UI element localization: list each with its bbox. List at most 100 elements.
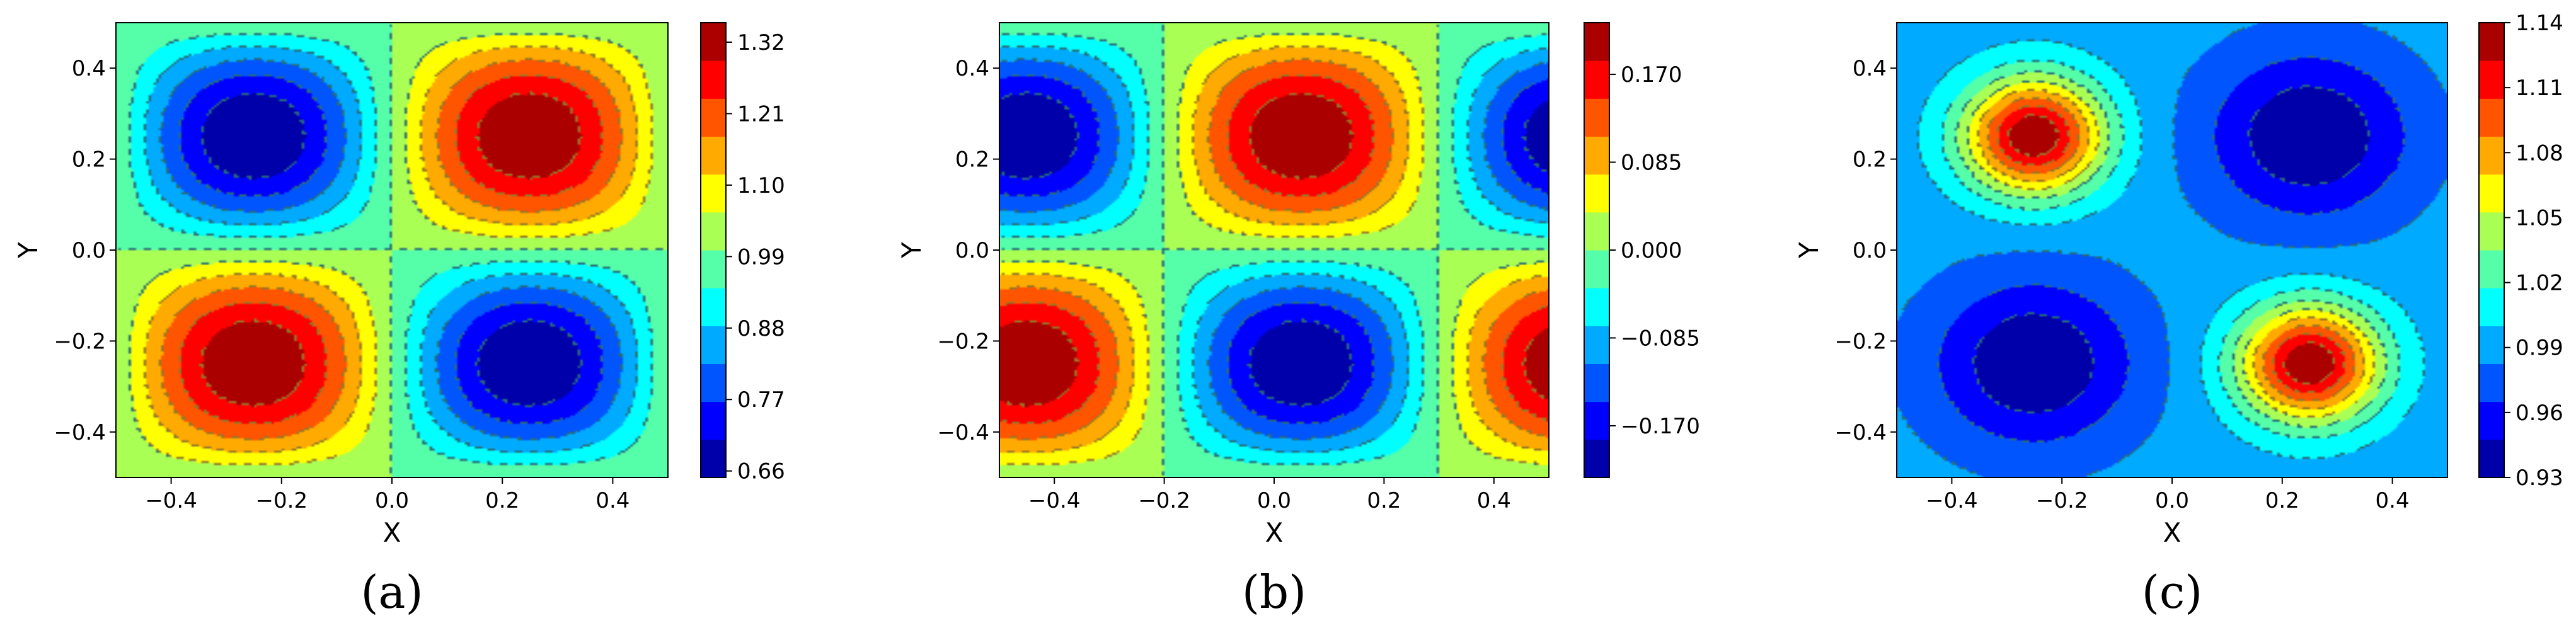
colorbar-level — [701, 98, 726, 137]
colorbar-tick-label: −0.170 — [1621, 414, 1700, 439]
y-tick-label: 0.2 — [955, 147, 989, 173]
y-tick-label: 0.4 — [1853, 56, 1887, 81]
panel-caption: (a) — [360, 566, 423, 619]
colorbar-tick-label: 0.085 — [1621, 151, 1682, 176]
panel-caption: (c) — [2142, 566, 2203, 619]
x-tick-label: 0.0 — [2155, 488, 2189, 513]
colorbar-level — [2479, 212, 2504, 251]
colorbar-level — [2479, 98, 2504, 137]
colorbar-level — [1584, 326, 1609, 364]
colorbar-frame — [700, 22, 727, 478]
colorbar-tick-label: −0.085 — [1621, 326, 1700, 351]
y-tick-label: 0.0 — [955, 238, 989, 263]
x-tick-label: 0.2 — [1367, 488, 1401, 513]
x-tick-label: 0.4 — [595, 488, 630, 513]
x-tick-label: 0.0 — [375, 488, 409, 513]
colorbar-tick-label: 1.11 — [2516, 76, 2563, 101]
y-tick-label: −0.2 — [54, 329, 106, 354]
x-tick-label: −0.4 — [1028, 488, 1081, 513]
y-tick-label: 0.0 — [1853, 238, 1887, 263]
x-tick-label: −0.4 — [1926, 488, 1978, 513]
contour-field — [1897, 23, 2447, 477]
y-tick-label: 0.4 — [955, 56, 989, 81]
colorbar-tick-label: 0.77 — [737, 387, 785, 413]
colorbar-tick-label: 0.99 — [2516, 336, 2563, 361]
colorbar-level — [701, 401, 726, 440]
colorbar-level — [2479, 363, 2504, 402]
colorbar-tick-label: 0.99 — [737, 244, 785, 270]
colorbar-level — [1584, 23, 1609, 61]
colorbar-level — [1584, 288, 1609, 326]
x-tick-label: 0.4 — [1477, 488, 1511, 513]
colorbar-level — [2479, 288, 2504, 326]
contour-field — [999, 23, 1549, 477]
colorbar-level — [701, 250, 726, 288]
colorbar-tick-label: 1.14 — [2516, 11, 2563, 36]
y-tick-label: 0.4 — [72, 56, 106, 81]
colorbar-tick-label: 0.93 — [2516, 465, 2563, 491]
colorbar-tick-label: 1.32 — [737, 30, 785, 55]
colorbar-level — [1584, 98, 1609, 137]
panel-c: −0.4 −0.2 0.0 0.2 0.4 0.4 0.2 0.0 −0.2 −0.4 X Y 1.14… — [1793, 11, 2563, 619]
colorbar-tick-label: 0.170 — [1621, 62, 1682, 88]
colorbar-level — [1584, 174, 1609, 213]
colorbar-level — [2479, 136, 2504, 175]
panel-b: −0.4 −0.2 0.0 0.2 0.4 0.4 0.2 0.0 −0.2 −0.4 X Y 0.17… — [896, 22, 1700, 619]
y-axis-label: Y — [1793, 242, 1824, 259]
x-tick-label: −0.2 — [1138, 488, 1190, 513]
colorbar-level — [2479, 439, 2504, 478]
colorbar-level — [701, 439, 726, 478]
y-tick-label: −0.4 — [937, 420, 989, 445]
y-tick-label: −0.2 — [937, 329, 989, 354]
colorbar-tick-label: 0.88 — [737, 316, 785, 341]
colorbar-tick-label: 1.21 — [737, 101, 785, 127]
colorbar-tick-label: 1.08 — [2516, 140, 2563, 166]
y-tick-label: −0.4 — [1834, 420, 1887, 445]
colorbar-level — [2479, 401, 2504, 440]
colorbar-level — [701, 174, 726, 213]
x-tick-label: −0.2 — [256, 488, 308, 513]
colorbar-tick-label: 0.000 — [1621, 238, 1682, 263]
colorbar-level — [2479, 174, 2504, 213]
colorbar-level — [1584, 60, 1609, 99]
x-axis-label: X — [2163, 517, 2182, 548]
y-axis-label: Y — [896, 242, 927, 259]
colorbar-level — [701, 288, 726, 326]
x-axis-label: X — [1265, 517, 1284, 548]
colorbar-level — [2479, 326, 2504, 364]
y-tick-label: −0.4 — [54, 420, 106, 445]
colorbar-level — [1584, 363, 1609, 402]
colorbar-level — [701, 326, 726, 364]
y-tick-label: −0.2 — [1834, 329, 1887, 354]
x-tick-label: −0.2 — [2036, 488, 2088, 513]
x-tick-label: 0.2 — [2265, 488, 2299, 513]
colorbar-level — [1584, 136, 1609, 175]
y-axis-label: Y — [13, 242, 43, 259]
colorbar-level — [2479, 23, 2504, 61]
colorbar-tick-label: 0.66 — [737, 459, 785, 484]
colorbar-level — [701, 136, 726, 175]
colorbar-tick-label: 1.05 — [2516, 205, 2563, 231]
colorbar-tick-label: 1.10 — [737, 173, 785, 198]
colorbar-level — [701, 23, 726, 61]
x-tick-label: −0.4 — [145, 488, 197, 513]
y-tick-label: 0.0 — [72, 238, 106, 263]
colorbar-level — [2479, 60, 2504, 99]
colorbar-level — [1584, 212, 1609, 251]
colorbar-tick-label: 0.96 — [2516, 401, 2563, 426]
x-tick-label: 0.4 — [2376, 488, 2410, 513]
colorbar-level — [1584, 401, 1609, 440]
x-axis-label: X — [383, 517, 401, 548]
colorbar-level — [701, 363, 726, 402]
colorbar-level — [1584, 250, 1609, 288]
x-tick-label: 0.0 — [1257, 488, 1291, 513]
y-tick-label: 0.2 — [72, 147, 106, 173]
colorbar-level — [1584, 439, 1609, 478]
colorbar-level — [701, 212, 726, 251]
contour-field — [116, 23, 668, 477]
colorbar-level — [701, 60, 726, 99]
y-tick-label: 0.2 — [1853, 147, 1887, 173]
colorbar-level — [2479, 250, 2504, 288]
colorbar-frame — [2478, 22, 2505, 478]
